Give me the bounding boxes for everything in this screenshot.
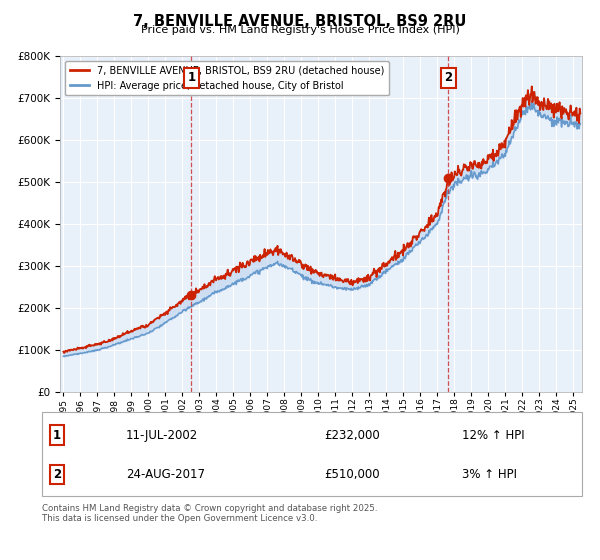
Text: Price paid vs. HM Land Registry's House Price Index (HPI): Price paid vs. HM Land Registry's House … xyxy=(140,25,460,35)
Text: 2: 2 xyxy=(53,468,61,481)
Text: 24-AUG-2017: 24-AUG-2017 xyxy=(126,468,205,481)
Text: £510,000: £510,000 xyxy=(324,468,380,481)
Text: 7, BENVILLE AVENUE, BRISTOL, BS9 2RU: 7, BENVILLE AVENUE, BRISTOL, BS9 2RU xyxy=(133,14,467,29)
Text: Contains HM Land Registry data © Crown copyright and database right 2025.
This d: Contains HM Land Registry data © Crown c… xyxy=(42,504,377,524)
Text: 1: 1 xyxy=(53,428,61,442)
Text: 11-JUL-2002: 11-JUL-2002 xyxy=(126,428,198,442)
Text: 12% ↑ HPI: 12% ↑ HPI xyxy=(462,428,524,442)
Legend: 7, BENVILLE AVENUE, BRISTOL, BS9 2RU (detached house), HPI: Average price, detac: 7, BENVILLE AVENUE, BRISTOL, BS9 2RU (de… xyxy=(65,61,389,95)
Text: 1: 1 xyxy=(187,71,196,85)
Text: £232,000: £232,000 xyxy=(324,428,380,442)
Text: 3% ↑ HPI: 3% ↑ HPI xyxy=(462,468,517,481)
Text: 2: 2 xyxy=(444,71,452,85)
